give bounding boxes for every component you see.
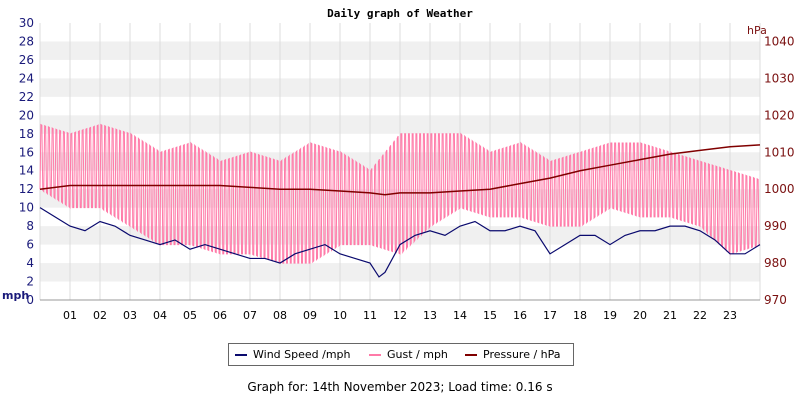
left-tick-label: 18 <box>19 127 34 141</box>
left-tick-label: 24 <box>19 71 34 85</box>
legend-item-pressure: Pressure / hPa <box>465 348 561 361</box>
left-axis-unit: mph <box>2 289 29 302</box>
x-tick-label: 04 <box>153 309 167 322</box>
x-axis-ticks: 01 02 03 04 05 06 07 08 09 10 11 12 13 14 15 16 17 18 19 20… <box>63 309 737 322</box>
left-tick-label: 12 <box>19 182 34 196</box>
left-tick-label: 22 <box>19 90 34 104</box>
x-tick-label: 06 <box>213 309 227 322</box>
x-tick-label: 05 <box>183 309 197 322</box>
x-tick-label: 15 <box>483 309 497 322</box>
x-tick-label: 14 <box>453 309 467 322</box>
left-tick-label: 8 <box>26 219 34 233</box>
legend-item-gust: Gust / mph <box>369 348 448 361</box>
x-tick-label: 21 <box>663 309 677 322</box>
right-tick-label: 1000 <box>764 182 795 196</box>
x-tick-label: 18 <box>573 309 587 322</box>
legend-swatch-gust <box>369 354 381 356</box>
legend-swatch-pressure <box>465 354 477 356</box>
legend-label-pressure: Pressure / hPa <box>483 348 561 361</box>
series-group <box>39 123 761 278</box>
x-tick-label: 13 <box>423 309 437 322</box>
right-tick-label: 970 <box>764 293 787 307</box>
left-tick-label: 14 <box>19 164 34 178</box>
x-tick-label: 08 <box>273 309 287 322</box>
x-tick-label: 20 <box>633 309 647 322</box>
left-tick-label: 26 <box>19 53 34 67</box>
wind-speed-series <box>39 207 761 278</box>
x-tick-label: 02 <box>93 309 107 322</box>
left-tick-label: 4 <box>26 256 34 270</box>
chart-title: Daily graph of Weather <box>327 7 473 20</box>
x-tick-label: 11 <box>363 309 377 322</box>
legend-label-gust: Gust / mph <box>387 348 448 361</box>
legend-item-wind: Wind Speed /mph <box>235 348 351 361</box>
left-tick-label: 10 <box>19 201 34 215</box>
pressure-series <box>39 144 761 196</box>
x-tick-label: 23 <box>723 309 737 322</box>
legend-swatch-wind <box>235 354 247 356</box>
right-axis-ticks: 970 980 990 1000 1010 1020 1030 1040 <box>764 34 795 307</box>
x-tick-label: 12 <box>393 309 407 322</box>
left-tick-label: 2 <box>26 275 34 289</box>
legend: Wind Speed /mph Gust / mph Pressure / hP… <box>228 343 574 366</box>
x-tick-label: 07 <box>243 309 257 322</box>
left-tick-label: 6 <box>26 238 34 252</box>
right-tick-label: 990 <box>764 219 787 233</box>
x-tick-label: 09 <box>303 309 317 322</box>
right-axis-unit: hPa <box>747 24 767 37</box>
right-tick-label: 1010 <box>764 145 795 159</box>
left-tick-label: 28 <box>19 34 34 48</box>
right-tick-label: 1020 <box>764 108 795 122</box>
x-tick-label: 01 <box>63 309 77 322</box>
left-tick-label: 16 <box>19 145 34 159</box>
left-tick-label: 30 <box>19 16 34 30</box>
x-tick-label: 03 <box>123 309 137 322</box>
x-tick-label: 17 <box>543 309 557 322</box>
right-tick-label: 1030 <box>764 71 795 85</box>
footer-status: Graph for: 14th November 2023; Load time… <box>247 380 553 394</box>
right-tick-label: 1040 <box>764 34 795 48</box>
left-tick-label: 20 <box>19 108 34 122</box>
x-tick-label: 22 <box>693 309 707 322</box>
x-tick-label: 10 <box>333 309 347 322</box>
right-tick-label: 980 <box>764 256 787 270</box>
x-tick-label: 16 <box>513 309 527 322</box>
left-tick-label: 0 <box>26 293 34 307</box>
legend-label-wind: Wind Speed /mph <box>253 348 351 361</box>
x-tick-label: 19 <box>603 309 617 322</box>
